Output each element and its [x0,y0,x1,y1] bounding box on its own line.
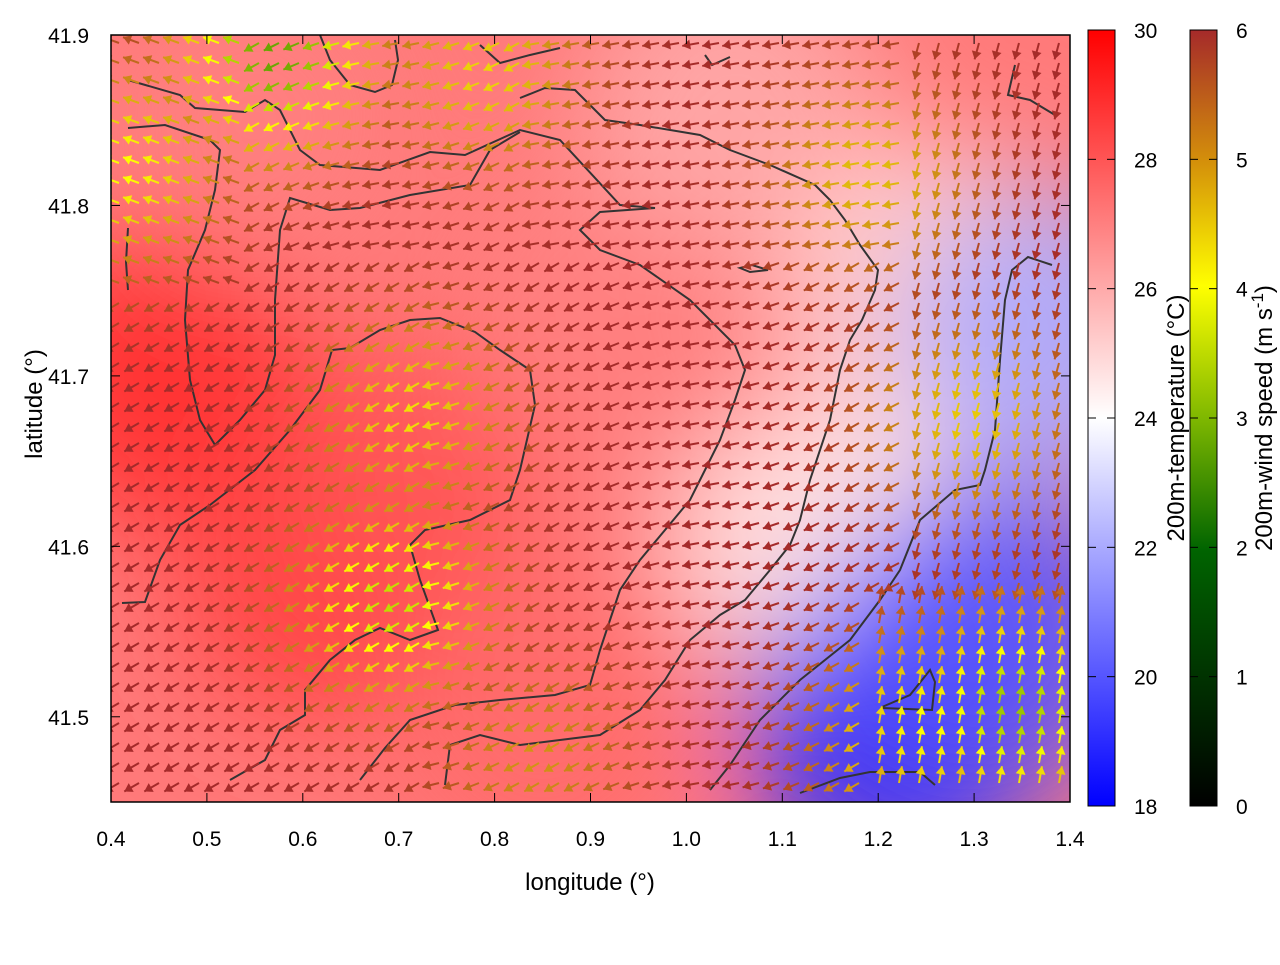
colorbar-tick-label: 1 [1236,667,1248,690]
colorbar-tick-label: 20 [1134,667,1157,690]
y-tick-label: 41.8 [48,195,89,218]
colorbar-tick-label: 28 [1134,149,1157,172]
temperature-blob [393,567,693,867]
colorbar-tick-label: 2 [1236,537,1248,560]
colorbar-tick-label: 26 [1134,279,1157,302]
plot-area [9,0,1201,884]
x-tick-label: 0.4 [96,828,126,851]
y-tick-label: 41.9 [48,25,89,48]
x-tick-label: 1.2 [864,828,893,851]
colorbar-tick-label: 30 [1134,20,1157,43]
x-tick-label: 0.5 [192,828,221,851]
x-axis-label: longitude (°) [525,869,655,896]
colorbar-tick-label: 5 [1236,149,1248,172]
wind-colorbar-label: 200m-wind speed (m s-1) [1248,285,1279,551]
colorbar-tick-label: 0 [1236,796,1248,819]
wind-colorbar: 0 1 2 3 4 5 6 200m-wind speed (m s-1) [1190,20,1278,819]
x-tick-label: 0.9 [576,828,605,851]
y-axis-label: latitude (°) [21,349,48,459]
colorbar-tick-label: 24 [1134,408,1158,431]
y-tick-label: 41.5 [48,707,89,730]
temperature-colorbar-label: 200m-temperature (°C) [1163,294,1190,541]
x-tick-label: 1.0 [672,828,701,851]
colorbar-tick-label: 3 [1236,408,1248,431]
colorbar-tick-label: 22 [1134,537,1157,560]
x-tick-label: 1.3 [959,828,988,851]
y-tick-label: 41.6 [48,536,89,559]
x-tick-label: 1.1 [768,828,797,851]
colorbar-tick-label: 6 [1236,20,1248,43]
x-tick-label: 1.4 [1055,828,1085,851]
y-tick-label: 41.7 [48,366,89,389]
temperature-blob [901,192,1201,492]
x-tick-label: 0.7 [384,828,413,851]
temperature-colorbar: 18 20 22 24 26 28 30 200m-temperature (°C) [1088,20,1190,819]
x-tick-label: 0.6 [288,828,317,851]
colorbar-tick-label: 4 [1236,279,1248,302]
x-tick-label: 0.8 [480,828,509,851]
colorbar-tick-label: 18 [1134,796,1157,819]
